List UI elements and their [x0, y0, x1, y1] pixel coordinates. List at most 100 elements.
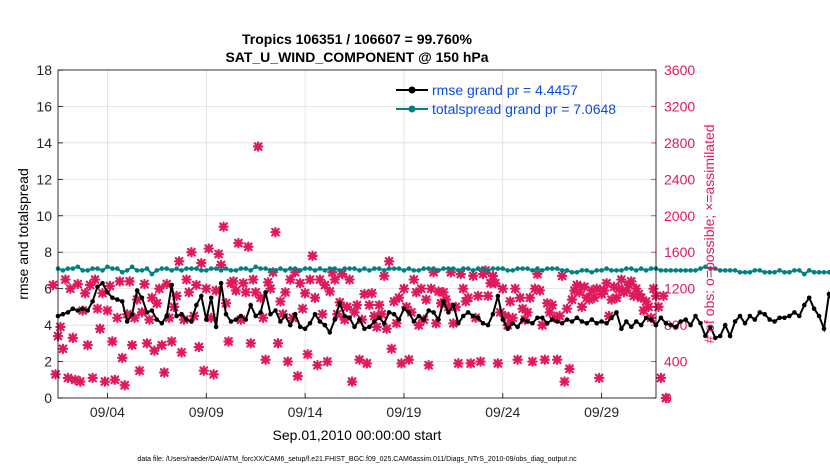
totalspread-point — [717, 268, 723, 273]
left-tick-label: 14 — [36, 135, 52, 151]
x-tick-label: 09/09 — [189, 404, 224, 420]
totalspread-point — [668, 268, 674, 273]
rmse-point — [668, 322, 674, 328]
totalspread-point — [347, 266, 352, 271]
obs-count-marker — [131, 294, 143, 305]
totalspread-point — [757, 268, 763, 273]
rmse-point — [515, 324, 520, 330]
rmse-point — [703, 333, 708, 339]
rmse-point — [510, 321, 515, 326]
obs-count-marker — [292, 370, 303, 382]
obs-count-marker — [92, 303, 103, 314]
obs-count-marker — [591, 283, 602, 294]
rmse-point — [134, 288, 140, 293]
totalspread-point — [119, 270, 125, 275]
totalspread-point — [569, 270, 575, 275]
rmse-point — [574, 315, 580, 321]
rmse-point — [307, 321, 313, 326]
obs-count-marker — [309, 292, 321, 303]
rmse-point — [638, 322, 644, 328]
totalspread-point — [727, 268, 733, 273]
obs-count-marker — [638, 305, 649, 316]
obs-count-marker — [265, 283, 276, 294]
obs-count-marker — [500, 310, 511, 322]
obs-count-marker — [428, 267, 439, 278]
obs-count-marker — [196, 257, 207, 269]
obs-count-marker — [369, 310, 380, 322]
rmse-point — [189, 319, 194, 324]
y-axis-left-label: rmse and totalspread — [15, 168, 31, 300]
left-tick-label: 18 — [36, 62, 52, 78]
obs-count-marker — [532, 268, 543, 280]
obs-count-marker — [514, 292, 526, 303]
rmse-point — [273, 308, 278, 313]
rmse-point — [253, 313, 258, 319]
rmse-point — [65, 310, 71, 315]
rmse-point — [302, 326, 308, 332]
obs-count-marker — [398, 283, 410, 294]
obs-count-marker — [203, 243, 214, 254]
obs-count-marker — [82, 339, 93, 351]
totalspread-point — [327, 266, 333, 271]
obs-count-marker — [218, 221, 229, 232]
totalspread-point — [352, 266, 357, 271]
totalspread-point — [797, 268, 802, 273]
obs-count-marker — [139, 278, 150, 290]
obs-count-marker — [408, 274, 420, 285]
rmse-point — [530, 321, 535, 326]
rmse-point — [549, 317, 555, 322]
totalspread-point — [609, 268, 614, 273]
plot-area — [58, 70, 656, 398]
obs-count-marker — [544, 307, 555, 318]
rmse-point — [693, 313, 698, 319]
right-tick-label: 2400 — [664, 171, 695, 187]
totalspread-point — [288, 266, 293, 271]
totalspread-point — [698, 266, 703, 271]
rmse-point — [90, 299, 95, 304]
rmse-point — [213, 324, 219, 330]
obs-count-marker — [238, 278, 249, 289]
rmse-point — [268, 311, 273, 317]
obs-count-marker — [507, 312, 518, 324]
rmse-point — [792, 310, 797, 315]
totalspread-point — [535, 266, 540, 271]
obs-count-marker — [341, 301, 353, 313]
obs-count-marker — [631, 283, 642, 294]
obs-count-marker — [621, 285, 632, 296]
obs-count-marker — [228, 276, 239, 287]
data-file-footer: data file: /Users/raeder/DAI/ATM_forcXX/… — [137, 456, 577, 463]
totalspread-point — [540, 268, 545, 273]
obs-count-marker — [121, 308, 133, 320]
rmse-point — [475, 315, 481, 321]
obs-count-marker — [527, 356, 538, 367]
rmse-point — [688, 322, 693, 328]
rmse-point — [461, 313, 466, 319]
totalspread-point — [816, 270, 822, 275]
totalspread-point — [713, 266, 718, 271]
obs-count-marker — [643, 301, 654, 313]
obs-count-marker — [339, 314, 350, 325]
totalspread-point — [115, 266, 120, 271]
obs-count-marker — [79, 288, 91, 299]
right-tick-label: 3600 — [664, 62, 695, 78]
obs-count-marker — [534, 285, 546, 296]
obs-count-marker — [154, 283, 165, 294]
totalspread-point — [342, 266, 347, 271]
rmse-point — [124, 319, 130, 324]
totalspread-point — [154, 268, 160, 273]
rmse-point — [426, 308, 432, 313]
obs-count-marker — [579, 281, 590, 293]
totalspread-point — [396, 266, 402, 271]
obs-count-marker — [223, 336, 234, 347]
obs-count-marker — [517, 303, 528, 314]
rmse-point — [673, 324, 679, 330]
totalspread-point — [90, 266, 95, 271]
obs-count-marker — [112, 312, 123, 324]
totalspread-point — [633, 268, 639, 273]
obs-count-marker — [55, 321, 66, 333]
totalspread-point — [317, 266, 323, 271]
rmse-point — [327, 330, 333, 335]
obs-count-marker — [255, 292, 266, 303]
totalspread-point — [80, 268, 85, 273]
